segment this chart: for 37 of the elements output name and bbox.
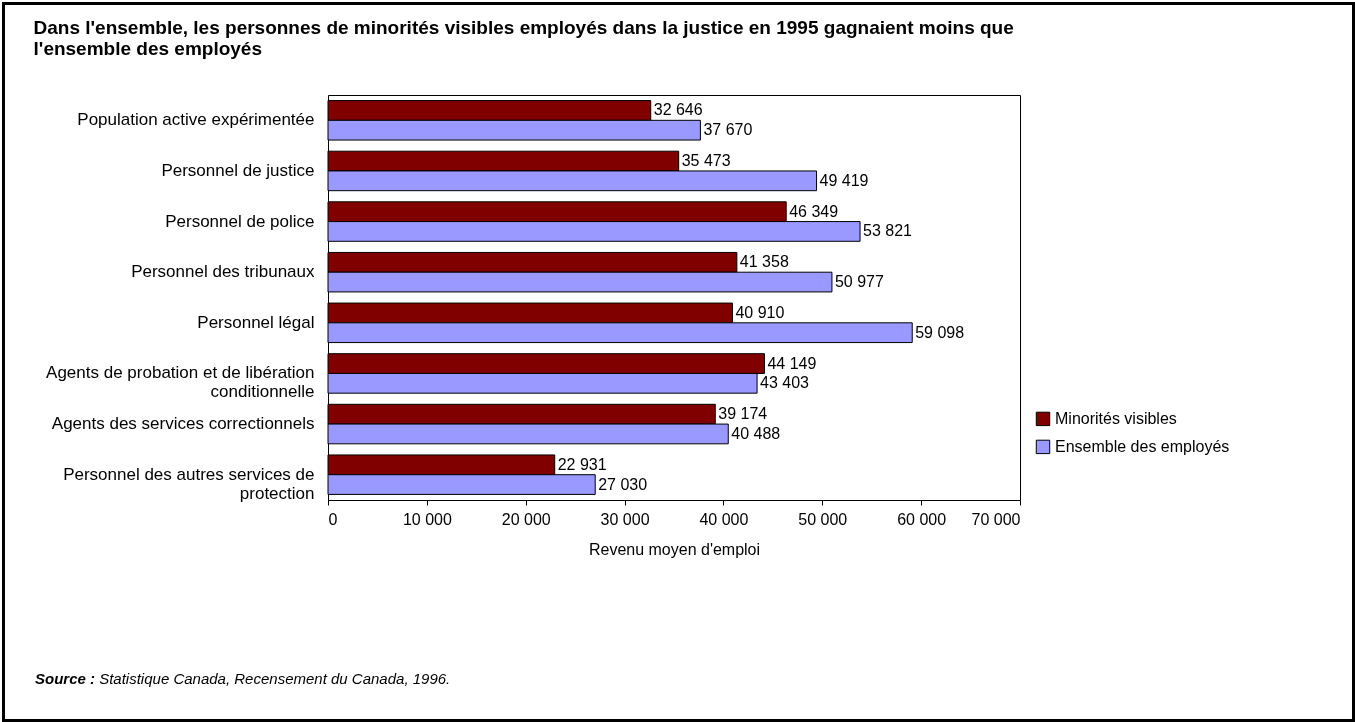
x-tick-label: 40 000 [699, 510, 749, 528]
chart-title: Dans l'ensemble, les personnes de minorités visibles employés dans la justice en 1995 gagnaient moins que l'ensemble des employés [33, 17, 1014, 59]
data-label: 37 670 [703, 121, 753, 139]
x-tick-label: 10 000 [402, 510, 452, 528]
x-tick-label: 0 [328, 510, 338, 528]
y-tick-label: Population active expérimentée [77, 110, 315, 130]
data-label: 44 149 [767, 354, 817, 372]
data-label: 35 473 [681, 152, 731, 170]
data-label: 50 977 [834, 273, 884, 291]
data-label: 59 098 [915, 323, 965, 341]
data-label: 40 910 [735, 303, 785, 321]
x-tick-label: 60 000 [897, 510, 947, 528]
legend-label: Minorités visibles [1055, 409, 1177, 427]
y-tick-label: Agents de probation et de libération conditionnelle [46, 363, 315, 402]
x-axis-title: Revenu moyen d'emploi [588, 540, 761, 558]
data-label: 27 030 [598, 475, 648, 493]
source-note: Source : Statistique Canada, Recensement du Canada, 1996. [35, 670, 451, 687]
legend-label: Ensemble des employés [1055, 437, 1230, 455]
data-label: 53 821 [863, 222, 913, 240]
y-tick-label: Personnel de justice [161, 160, 315, 180]
x-tick-label: 70 000 [971, 510, 1021, 528]
x-tick-label: 50 000 [798, 510, 848, 528]
x-tick-label: 20 000 [501, 510, 551, 528]
y-tick-label: Personnel des autres services de protection [63, 464, 315, 503]
data-label: 43 403 [760, 374, 810, 392]
data-label: 46 349 [789, 202, 839, 220]
y-tick-label: Personnel de police [165, 211, 315, 231]
data-label: 41 358 [739, 253, 789, 271]
data-label: 49 419 [819, 171, 869, 189]
data-label: 22 931 [557, 455, 607, 473]
x-tick-label: 30 000 [600, 510, 650, 528]
data-label: 40 488 [731, 424, 781, 442]
data-label: 39 174 [718, 405, 768, 423]
y-tick-label: Agents des services correctionnels [51, 414, 315, 434]
y-tick-label: Personnel des tribunaux [131, 262, 315, 282]
y-tick-label: Personnel légal [197, 312, 315, 332]
data-label: 32 646 [653, 101, 703, 119]
